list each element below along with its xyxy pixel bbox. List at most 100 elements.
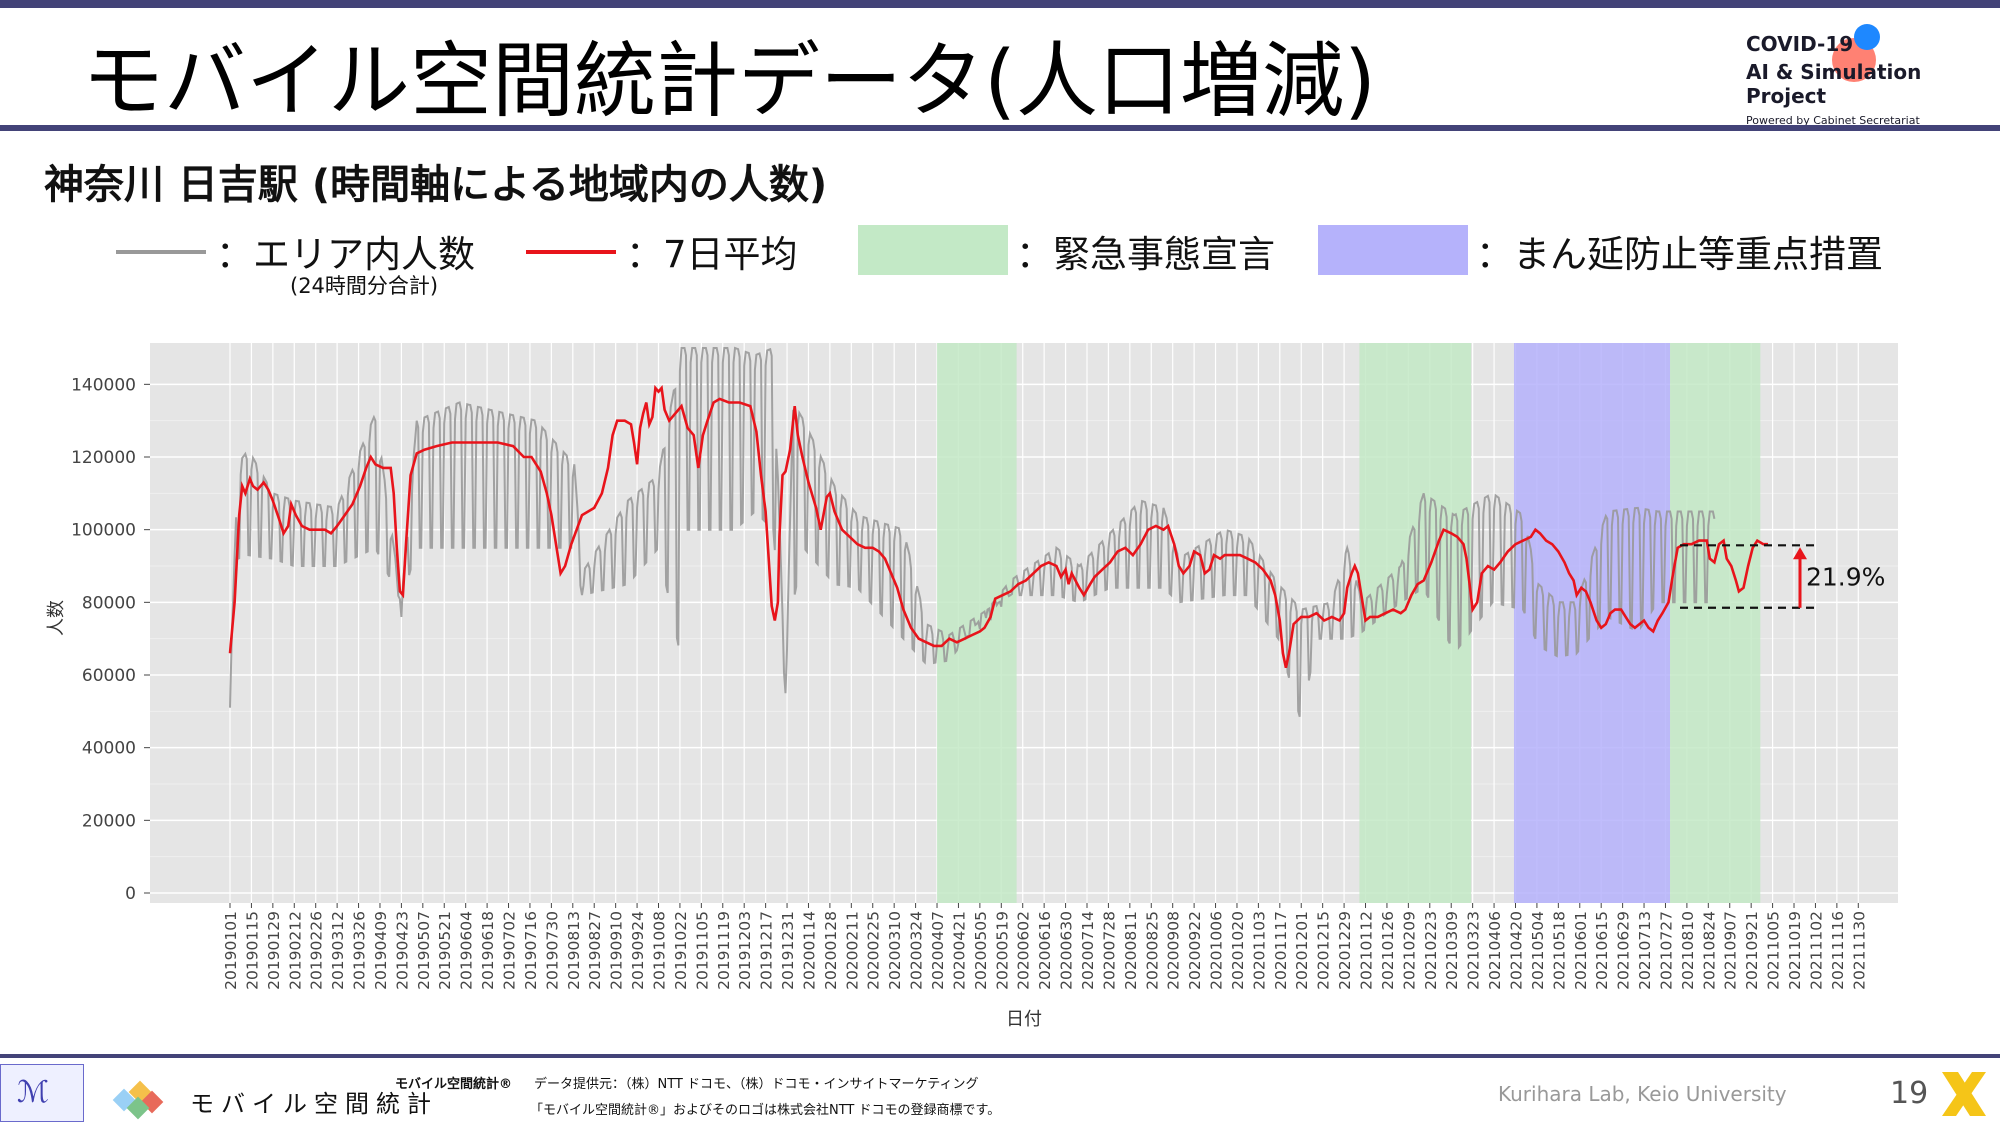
x-tick-label: 20200225 (865, 911, 883, 990)
x-tick-label: 20190702 (501, 911, 519, 990)
mobile-stats-logo-icon (112, 1078, 182, 1120)
x-tick-label: 20191008 (650, 911, 668, 990)
x-tick-label: 20211019 (1786, 911, 1804, 990)
x-tick-label: 20190115 (243, 911, 261, 990)
y-tick-label: 40000 (82, 739, 136, 759)
legend-blue-label: ：まん延防止等重点措置 (1476, 233, 1883, 276)
x-tick-label: 20210126 (1379, 911, 1397, 990)
x-tick-label: 20200630 (1058, 911, 1076, 990)
x-tick-label: 20200519 (993, 911, 1011, 990)
x-tick-label: 20210406 (1486, 911, 1504, 990)
x-tick-label: 20200616 (1036, 911, 1054, 990)
x-tick-label: 20211130 (1850, 911, 1868, 990)
legend-green-label: ：緊急事態宣言 (1016, 233, 1275, 276)
x-tick-label: 20191203 (736, 911, 754, 990)
y-tick-label: 100000 (71, 521, 136, 541)
project-x-icon (1942, 1072, 1986, 1116)
x-tick-label: 20210615 (1593, 911, 1611, 990)
x-tick-label: 20200922 (1186, 911, 1204, 990)
x-tick-label: 20210323 (1465, 911, 1483, 990)
legend-red-label: ：7日平均 (626, 233, 798, 276)
x-tick-label: 20210223 (1422, 911, 1440, 990)
top-accent-bar (0, 0, 2000, 8)
legend-blue-swatch (1318, 225, 1468, 275)
x-tick-label: 20200825 (1143, 911, 1161, 990)
x-tick-label: 20211116 (1829, 911, 1847, 990)
x-tick-label: 20201103 (1250, 911, 1268, 990)
legend-red-swatch (526, 250, 616, 254)
series-7day-average (228, 384, 1768, 668)
logo-blue-circle (1854, 24, 1880, 50)
x-tick-label: 20200602 (1015, 911, 1033, 990)
mobile-stats-logo-text: モバイル空間統計 (190, 1090, 438, 1118)
x-tick-label: 20210112 (1358, 911, 1376, 990)
x-tick-label: 20190507 (415, 911, 433, 990)
x-tick-label: 20210727 (1657, 911, 1675, 990)
x-tick-label: 20200505 (972, 911, 990, 990)
x-tick-label: 20210810 (1679, 911, 1697, 990)
chart-subtitle: 神奈川 日吉駅 (時間軸による地域内の人数) (44, 162, 828, 208)
x-tick-label: 20201020 (1229, 911, 1247, 990)
x-tick-label: 20190730 (543, 911, 561, 990)
y-tick-label: 80000 (82, 593, 136, 613)
x-tick-label: 20210921 (1743, 911, 1761, 990)
legend-gray-label: ：エリア内人数 (216, 233, 475, 276)
x-tick-label: 20210504 (1529, 911, 1547, 990)
logo-line2: AI & Simulation Project (1746, 60, 1922, 108)
x-tick-label: 20201229 (1336, 911, 1354, 990)
x-tick-label: 20190827 (586, 911, 604, 990)
title-divider (0, 125, 2000, 131)
x-tick-label: 20210907 (1722, 911, 1740, 990)
footer-lab-name: Kurihara Lab, Keio University (1498, 1082, 1787, 1106)
x-tick-label: 20190226 (308, 911, 326, 990)
x-tick-label: 20210518 (1550, 911, 1568, 990)
page-number: 19 (1890, 1076, 1929, 1111)
x-axis-label: 日付 (1006, 1009, 1042, 1030)
y-axis-label: 人数 (46, 600, 67, 636)
annotation-arrow-head (1793, 547, 1807, 560)
x-tick-label: 20201117 (1272, 911, 1290, 990)
x-tick-label: 20190409 (372, 911, 390, 990)
x-tick-label: 20191022 (672, 911, 690, 990)
x-tick-label: 20190618 (479, 911, 497, 990)
x-tick-label: 20210713 (1636, 911, 1654, 990)
x-tick-label: 20200310 (886, 911, 904, 990)
x-tick-label: 20211102 (1807, 911, 1825, 990)
band-emergency (1670, 343, 1761, 903)
x-tick-label: 20190813 (565, 911, 583, 990)
x-tick-label: 20190101 (222, 911, 240, 990)
logo-line1: COVID-19 (1746, 32, 1854, 56)
legend-gray-note: (24時間分合計) (290, 274, 439, 298)
band-emergency (1359, 343, 1472, 903)
x-tick-label: 20211005 (1765, 911, 1783, 990)
logo-line3: Powered by Cabinet Secretariat (1746, 114, 1920, 127)
legend-gray-swatch (116, 250, 206, 254)
x-tick-label: 20190924 (629, 911, 647, 990)
x-tick-label: 20200114 (800, 911, 818, 990)
y-tick-label: 60000 (82, 666, 136, 686)
x-tick-label: 20191119 (715, 911, 733, 990)
x-tick-label: 20200211 (843, 911, 861, 990)
x-tick-label: 20190326 (351, 911, 369, 990)
x-tick-label: 20200714 (1079, 911, 1097, 990)
series-area-population (229, 346, 1716, 717)
footer-divider (0, 1054, 2000, 1058)
y-tick-label: 120000 (71, 448, 136, 468)
footer-product: モバイル空間統計® (395, 1077, 513, 1092)
x-tick-label: 20210824 (1700, 911, 1718, 990)
x-tick-label: 20201006 (1208, 911, 1226, 990)
x-tick-label: 20190212 (286, 911, 304, 990)
x-tick-label: 20201215 (1315, 911, 1333, 990)
covid-project-logo: COVID-19 AI & Simulation Project Powered… (1746, 24, 2000, 127)
x-tick-label: 20191217 (758, 911, 776, 990)
x-tick-label: 20200407 (929, 911, 947, 990)
x-tick-label: 20210309 (1443, 911, 1461, 990)
x-tick-label: 20200128 (822, 911, 840, 990)
slide-title: モバイル空間統計データ(人口増減) (82, 34, 1376, 129)
annotation-label: 21.9% (1806, 563, 1885, 592)
legend-green-swatch (858, 225, 1008, 275)
y-tick-label: 20000 (82, 811, 136, 831)
x-tick-label: 20210629 (1615, 911, 1633, 990)
y-tick-label: 0 (125, 884, 136, 904)
x-tick-label: 20200811 (1122, 911, 1140, 990)
